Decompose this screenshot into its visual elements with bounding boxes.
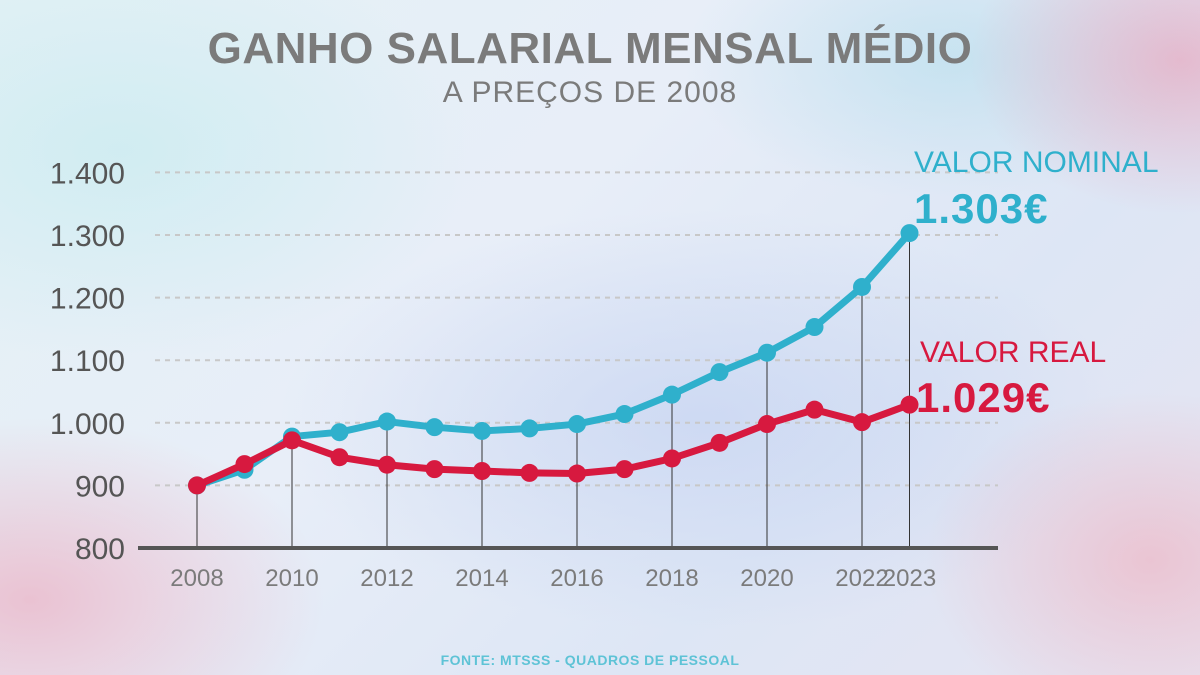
real-point xyxy=(853,413,871,432)
x-tick-label: 2014 xyxy=(455,565,508,592)
real-point xyxy=(520,463,539,482)
real-point xyxy=(663,449,681,468)
x-tick-label: 2008 xyxy=(170,565,223,592)
nominal-point xyxy=(378,412,396,431)
nominal-series-label: VALOR NOMINAL xyxy=(914,146,1159,179)
real-point xyxy=(615,460,634,479)
x-tick-label: 2016 xyxy=(550,565,603,592)
chart-title: GANHO SALARIAL MENSAL MÉDIO xyxy=(207,24,973,73)
real-point xyxy=(283,431,301,450)
source-note: FONTE: MTSSS - QUADROS DE PESSOAL xyxy=(440,652,740,668)
real-point xyxy=(188,476,206,495)
nominal-point xyxy=(900,224,919,243)
real-point xyxy=(568,464,586,483)
nominal-point xyxy=(710,363,729,382)
x-tick-label: 2012 xyxy=(360,565,413,592)
y-tick-label: 1.300 xyxy=(50,220,125,253)
y-tick-label: 1.200 xyxy=(50,283,125,316)
x-tick-label: 2022 xyxy=(835,565,888,592)
y-tick-label: 1.000 xyxy=(50,408,125,441)
nominal-point xyxy=(425,418,444,437)
x-tick-label: 2023 xyxy=(883,565,936,592)
y-tick-label: 800 xyxy=(75,533,125,566)
x-tick-label: 2020 xyxy=(740,565,793,592)
real-point xyxy=(900,395,919,414)
y-tick-label: 1.100 xyxy=(50,345,125,378)
x-tick-label: 2010 xyxy=(265,565,318,592)
y-tick-label: 900 xyxy=(75,470,125,503)
real-point xyxy=(378,455,396,474)
real-point xyxy=(330,448,349,467)
real-point xyxy=(758,415,776,434)
nominal-point xyxy=(330,423,349,442)
real-point xyxy=(710,433,729,452)
x-tick-label: 2018 xyxy=(645,565,698,592)
chart-subtitle: A PREÇOS DE 2008 xyxy=(442,76,738,109)
real-point xyxy=(805,400,824,419)
real-final-value: 1.029€ xyxy=(916,374,1051,421)
nominal-point xyxy=(853,277,871,296)
nominal-point xyxy=(663,385,681,404)
nominal-point xyxy=(805,318,824,337)
real-series-label: VALOR REAL xyxy=(920,336,1107,369)
nominal-point xyxy=(615,405,634,424)
real-point xyxy=(425,460,444,479)
nominal-final-value: 1.303€ xyxy=(914,185,1049,232)
nominal-point xyxy=(758,343,776,362)
real-series-line xyxy=(193,401,913,489)
nominal-point xyxy=(568,415,586,434)
nominal-point xyxy=(520,419,539,438)
y-tick-label: 1.400 xyxy=(50,157,125,190)
real-point xyxy=(235,455,254,474)
nominal-point xyxy=(473,421,491,440)
nominal-series-line xyxy=(193,229,913,489)
real-point xyxy=(473,462,491,481)
